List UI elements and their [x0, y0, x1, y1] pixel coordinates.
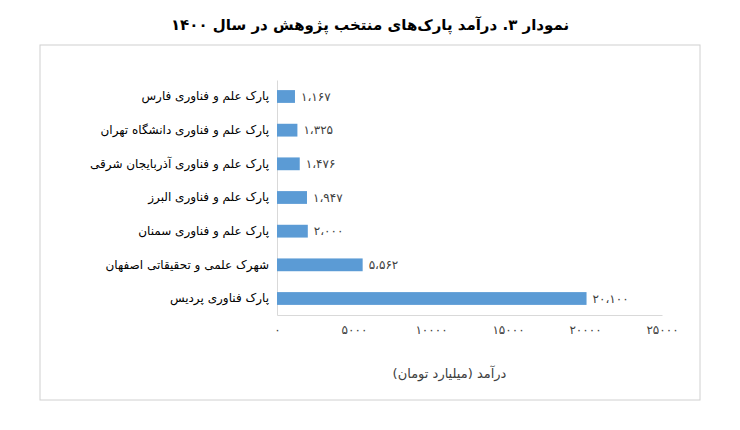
y-tick-label: پارک علم و فناوری دانشگاه تهران	[101, 123, 269, 138]
x-tick: ۱۵۰۰۰	[492, 315, 524, 337]
x-tick: ۲۰۰۰۰	[569, 315, 601, 337]
chart-title: نمودار ۳. درآمد پارک‌های منتخب پژوهش در …	[171, 16, 569, 35]
data-label: ۲،۰۰۰	[314, 224, 344, 238]
y-tick-label: پارک علم و فناوری آذربایجان شرقی	[90, 156, 269, 172]
x-tick-label: ۱۵۰۰۰	[492, 323, 524, 337]
y-tick: پارک فناوری پردیس	[170, 291, 277, 306]
bar	[277, 191, 307, 204]
bar	[277, 225, 308, 238]
data-labels: ۱،۱۶۷ ۱،۳۲۵ ۱،۴۷۶ ۱،۹۴۷ ۲،۰۰۰ ۵،۵۶۲ ۲۰،۱۰۰	[301, 90, 629, 306]
data-label: ۱،۴۷۶	[306, 157, 336, 171]
x-tick-label: ۲۵۰۰۰	[646, 323, 678, 337]
x-tick: ۵۰۰۰	[342, 315, 368, 337]
y-tick-label: شهرک علمی و تحقیقاتی اصفهان	[105, 258, 269, 273]
y-tick-label: پارک علم و فناوری سمنان	[138, 224, 269, 239]
y-tick: پارک علم و فناوری آذربایجان شرقی	[90, 156, 277, 172]
x-axis-line	[278, 315, 663, 316]
data-label: ۱،۱۶۷	[301, 90, 331, 104]
x-axis: ۰ ۵۰۰۰ ۱۰۰۰۰ ۱۵۰۰۰ ۲۰۰۰۰ ۲۵۰۰۰	[274, 315, 678, 337]
y-tick: پارک علم و فناوری سمنان	[138, 224, 277, 239]
y-tick: شهرک علمی و تحقیقاتی اصفهان	[105, 258, 277, 273]
bar	[277, 258, 363, 271]
bar	[277, 90, 295, 103]
x-tick: ۲۵۰۰۰	[646, 315, 678, 337]
x-tick-label: ۵۰۰۰	[342, 323, 368, 337]
data-label: ۲۰،۱۰۰	[593, 292, 629, 306]
y-tick-label: پارک علم و فناوری البرز	[147, 190, 269, 205]
y-tick: پارک علم و فناوری دانشگاه تهران	[101, 123, 277, 138]
y-tick-label: پارک علم و فناوری فارس	[141, 89, 269, 104]
y-tick-label: پارک فناوری پردیس	[170, 291, 269, 306]
bar	[277, 124, 297, 137]
x-tick-label: ۱۰۰۰۰	[415, 323, 447, 337]
y-axis: پارک علم و فناوری فارس پارک علم و فناوری …	[90, 81, 277, 316]
chart: نمودار ۳. درآمد پارک‌های منتخب پژوهش در …	[0, 0, 740, 430]
x-tick-label: ۲۰۰۰۰	[569, 323, 601, 337]
x-tick: ۰	[274, 315, 280, 337]
y-tick: پارک علم و فناوری فارس	[141, 89, 277, 104]
bar	[277, 292, 587, 305]
data-label: ۱،۳۲۵	[303, 123, 333, 137]
x-tick: ۱۰۰۰۰	[415, 315, 447, 337]
data-label: ۵،۵۶۲	[369, 258, 399, 272]
x-axis-title: درآمد (میلیارد تومان)	[393, 365, 507, 382]
bars	[277, 90, 587, 305]
y-tick: پارک علم و فناوری البرز	[147, 190, 277, 205]
x-tick-label: ۰	[274, 323, 280, 337]
data-label: ۱،۹۴۷	[313, 191, 343, 205]
bar	[277, 157, 300, 170]
chart-frame	[40, 45, 700, 400]
